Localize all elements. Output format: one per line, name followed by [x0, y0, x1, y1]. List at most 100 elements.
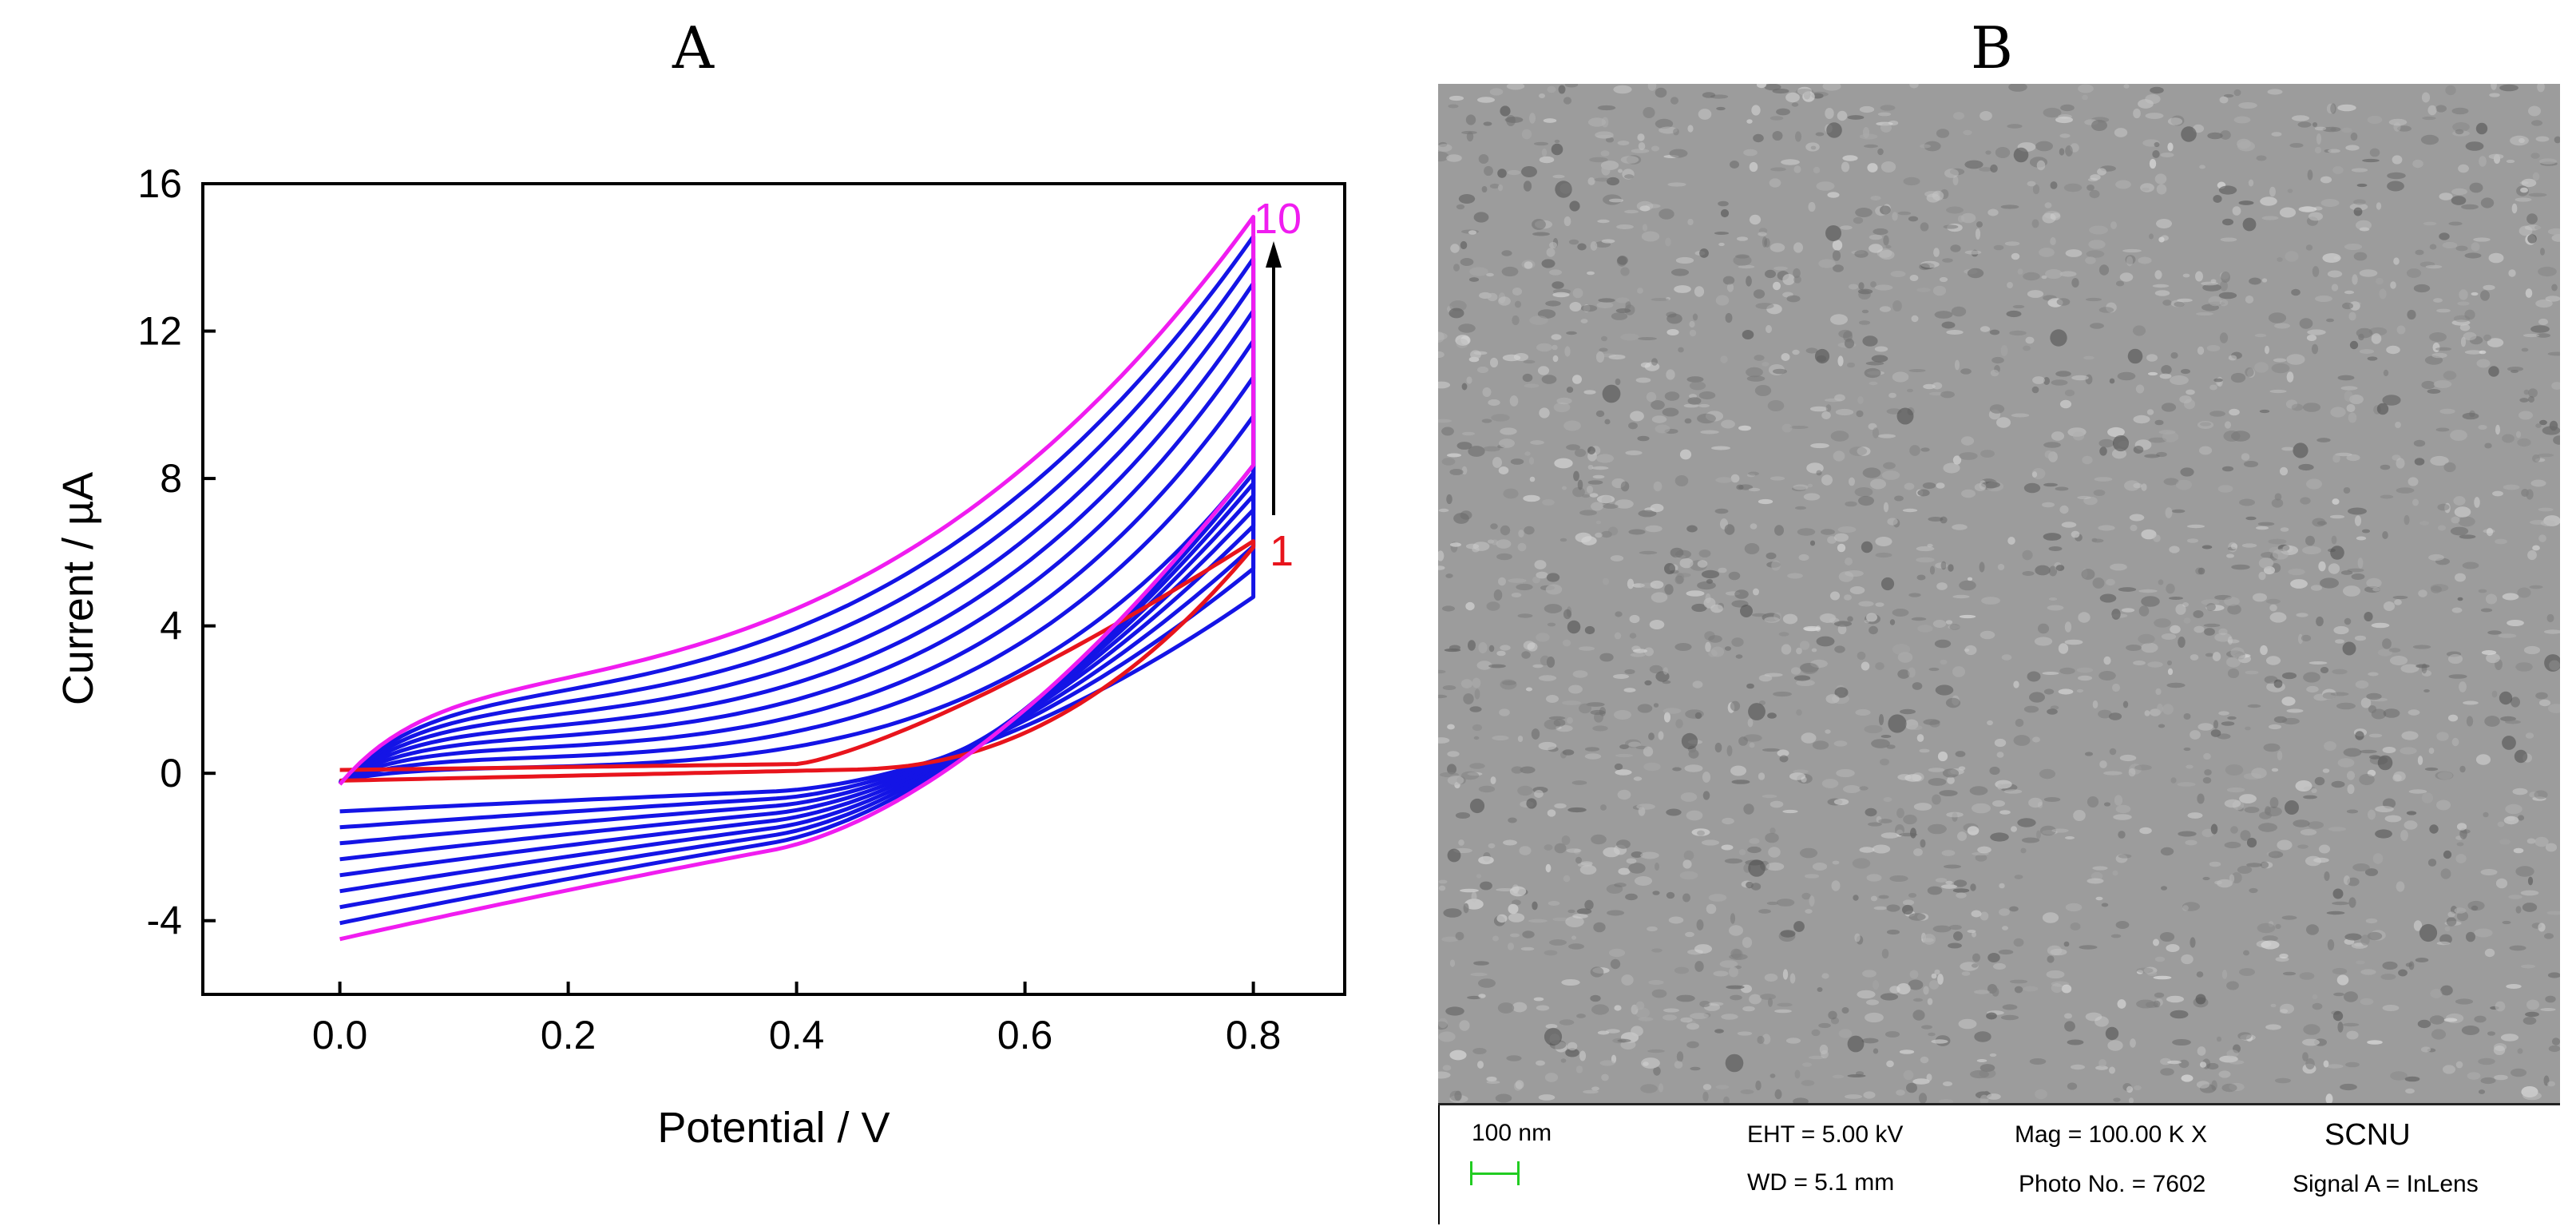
sem-grain — [2274, 493, 2282, 501]
sem-grain — [2227, 668, 2240, 679]
sem-grain — [2130, 524, 2138, 532]
sem-grain — [1753, 289, 1766, 299]
sem-grain — [1626, 155, 1642, 165]
sem-grain — [1484, 165, 1493, 177]
sem-grain — [2183, 713, 2191, 720]
sem-grain — [2130, 1038, 2136, 1048]
sem-grain — [1574, 448, 1587, 458]
sem-grain — [2429, 1015, 2445, 1025]
sem-grain — [1845, 501, 1857, 507]
sem-grain — [2279, 1009, 2289, 1014]
sem-grain — [1547, 85, 1556, 93]
sem-grain — [1842, 155, 1858, 161]
sem-grain — [2245, 296, 2254, 304]
sem-grain — [2196, 311, 2213, 316]
sem-grain — [1553, 402, 1571, 413]
sem-grain — [1615, 499, 1634, 509]
sem-grain — [1687, 125, 1694, 133]
sem-grain — [1698, 391, 1716, 399]
sem-grain — [1859, 847, 1875, 853]
sem-grain — [1653, 1066, 1661, 1076]
sem-grain — [2305, 1058, 2315, 1069]
sem-grain — [2544, 933, 2554, 939]
sem-grain — [2277, 751, 2283, 760]
sem-grain — [1689, 320, 1695, 328]
sem-grain — [2166, 583, 2175, 594]
sem-grain — [1564, 346, 1571, 357]
sem-grain — [1986, 1012, 1997, 1020]
sem-grain — [2065, 145, 2073, 157]
sem-grain — [1608, 948, 1626, 958]
sem-grain — [1714, 1029, 1724, 1034]
sem-grain — [1627, 578, 1635, 589]
sem-grain — [2093, 490, 2106, 496]
sem-grain — [2090, 174, 2101, 181]
sem-grain — [1551, 334, 1562, 340]
sem-grain — [2353, 252, 2368, 261]
sem-grain — [2133, 482, 2142, 489]
sem-grain — [1774, 1009, 1792, 1014]
sem-pore — [1888, 714, 1907, 733]
sem-grain — [1533, 997, 1544, 1002]
sem-grain — [1463, 903, 1469, 914]
sem-grain — [1750, 523, 1758, 530]
sem-grain — [1731, 780, 1750, 784]
sem-grain — [1779, 755, 1789, 763]
sem-grain — [2347, 568, 2364, 573]
sem-grain — [1748, 487, 1761, 492]
sem-grain — [2006, 310, 2022, 318]
sem-grain — [2233, 116, 2251, 124]
sem-grain — [2328, 563, 2340, 574]
sem-grain — [1449, 95, 1464, 101]
sem-grain — [1714, 508, 1729, 514]
sem-grain — [2534, 790, 2548, 799]
sem-grain — [1620, 267, 1630, 276]
sem-grain — [1920, 260, 1940, 268]
sem-grain — [2372, 587, 2380, 592]
sem-grain — [1546, 695, 1559, 703]
sem-grain — [2543, 1075, 2550, 1086]
sem-grain — [1888, 120, 1899, 126]
sem-grain — [1541, 148, 1548, 157]
sem-grain — [2200, 1084, 2216, 1093]
sem-grain — [2145, 113, 2164, 119]
sem-grain — [2063, 183, 2083, 192]
sem-grain — [1595, 410, 1605, 418]
sem-pore — [2514, 749, 2528, 764]
sem-grain — [2009, 979, 2028, 984]
sem-grain — [2335, 639, 2344, 644]
sem-grain — [1773, 691, 1792, 697]
sem-grain — [2204, 628, 2215, 636]
sem-grain — [1514, 300, 1522, 308]
sem-grain — [1724, 646, 1732, 651]
sem-grain — [1552, 344, 1558, 351]
sem-grain — [2154, 270, 2162, 280]
sem-grain — [2170, 1010, 2189, 1019]
sem-grain — [2314, 126, 2327, 131]
sem-grain — [2000, 204, 2019, 209]
sem-grain — [2425, 264, 2443, 269]
sem-texture — [1438, 84, 2560, 1103]
sem-grain — [2128, 1097, 2134, 1103]
sem-grain — [2198, 446, 2213, 455]
sem-grain — [2039, 825, 2057, 836]
cv-curve-cycle-9 — [338, 234, 1256, 926]
sem-grain — [1455, 931, 1464, 941]
sem-grain — [2488, 153, 2504, 160]
sem-grain — [2400, 664, 2419, 673]
sem-grain — [1961, 971, 1971, 976]
sem-grain — [2479, 156, 2487, 167]
sem-grain — [2336, 702, 2356, 710]
sem-grain — [1559, 538, 1567, 542]
sem-grain — [1832, 240, 1843, 251]
sem-grain — [1532, 664, 1544, 669]
sem-grain — [1923, 934, 1936, 945]
sem-grain — [2227, 716, 2237, 720]
sem-grain — [1634, 876, 1653, 886]
sem-grain — [1902, 508, 1918, 513]
sem-grain — [1579, 703, 1591, 714]
sem-grain — [1672, 767, 1682, 772]
sem-grain — [1764, 238, 1770, 248]
sem-grain — [2328, 827, 2347, 831]
sem-grain — [2526, 999, 2539, 1010]
